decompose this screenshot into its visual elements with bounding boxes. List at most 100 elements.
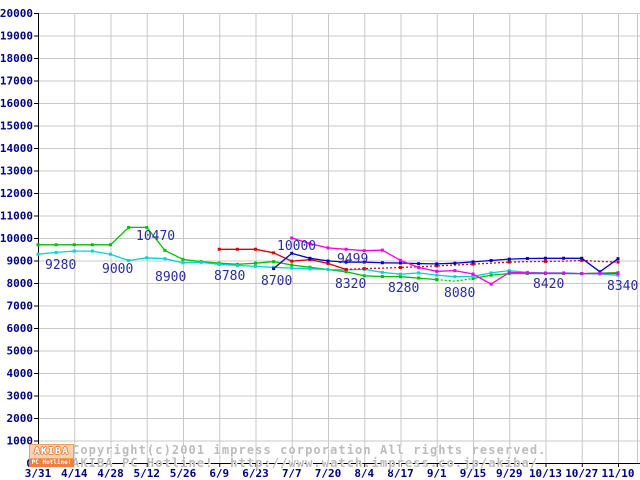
data-point-marker	[326, 268, 330, 271]
x-tick-label: 8/17	[387, 467, 414, 480]
x-tick-label: 7/7	[282, 467, 302, 480]
x-tick-label: 6/23	[242, 467, 269, 480]
data-point-marker	[235, 263, 239, 267]
data-point-marker	[72, 249, 76, 253]
y-tick-label: 6000	[7, 322, 34, 335]
data-point-marker	[290, 263, 294, 267]
x-tick-label: 10/27	[565, 467, 598, 480]
y-tick-label: 1000	[7, 435, 34, 448]
y-tick-label: 3000	[7, 390, 34, 403]
series-line	[436, 277, 474, 282]
data-point-marker	[344, 270, 348, 274]
data-point-marker	[344, 247, 348, 251]
data-point-marker	[290, 236, 294, 240]
x-tick-label: 10/13	[529, 467, 562, 480]
data-point-marker	[72, 243, 76, 247]
data-point-marker	[399, 272, 402, 276]
data-point-marker	[380, 274, 384, 278]
data-point-marker	[616, 273, 620, 277]
data-point-marker	[525, 256, 529, 260]
data-point-marker	[471, 274, 475, 278]
x-tick-label: 7/20	[315, 467, 342, 480]
data-point-marker	[217, 247, 221, 251]
data-point-marker	[507, 270, 511, 274]
akiba-logo: AKIBA PC Hotline!	[29, 444, 74, 467]
price-label: 10470	[136, 229, 175, 244]
y-tick-label: 11000	[0, 210, 33, 223]
data-point-marker	[254, 264, 257, 268]
data-point-marker	[435, 269, 439, 273]
data-point-marker	[290, 251, 294, 255]
data-point-marker	[562, 256, 566, 260]
data-point-marker	[326, 259, 330, 263]
data-point-marker	[616, 260, 620, 264]
data-point-marker	[199, 260, 203, 264]
data-point-marker	[417, 271, 421, 275]
data-point-marker	[163, 248, 167, 252]
y-tick-label: 18000	[0, 52, 33, 65]
y-tick-label: 19000	[0, 30, 33, 43]
data-point-marker	[525, 271, 529, 275]
data-point-marker	[380, 261, 384, 265]
data-point-marker	[507, 269, 511, 273]
data-point-marker	[127, 225, 131, 229]
data-point-marker	[453, 269, 457, 273]
price-label: 8340	[607, 279, 638, 294]
y-tick-label: 20000	[0, 7, 33, 20]
price-label: 8280	[388, 281, 419, 296]
x-tick-label: 8/4	[354, 467, 374, 480]
data-point-marker	[471, 262, 475, 266]
data-point-marker	[580, 259, 584, 262]
data-point-marker	[435, 264, 439, 268]
series-red	[217, 247, 620, 271]
price-label: 8700	[261, 274, 292, 289]
price-label: 9000	[102, 262, 133, 277]
data-point-marker	[272, 267, 276, 271]
y-tick-label: 2000	[7, 412, 34, 425]
data-point-marker	[109, 243, 112, 247]
y-tick-label: 17000	[0, 75, 33, 88]
data-point-marker	[308, 267, 312, 271]
price-label: 9280	[45, 258, 76, 273]
data-point-marker	[90, 249, 94, 253]
data-point-marker	[145, 225, 149, 229]
grid-lines	[38, 13, 640, 463]
y-tick-label: 12000	[0, 187, 33, 200]
price-label: 8080	[444, 286, 475, 301]
data-point-marker	[507, 260, 511, 264]
data-point-marker	[326, 246, 330, 250]
price-annotations: 9280 9000 10470 8900 8780 8700 10000 9499 8320 82…	[45, 229, 638, 301]
data-point-marker	[417, 276, 421, 280]
x-tick-label: 6/9	[209, 467, 229, 480]
series-blue	[272, 251, 620, 274]
x-tick-label: 3/31	[25, 467, 52, 480]
data-point-marker	[417, 262, 421, 266]
data-point-marker	[109, 252, 112, 256]
data-point-marker	[471, 272, 475, 276]
data-point-marker	[544, 271, 547, 275]
price-label: 8900	[155, 270, 186, 285]
data-point-marker	[471, 260, 475, 264]
x-tick-label: 9/15	[460, 467, 487, 480]
y-tick-label: 15000	[0, 120, 33, 133]
data-point-marker	[616, 272, 620, 276]
data-point-marker	[36, 252, 40, 256]
x-tick-label: 4/28	[97, 467, 124, 480]
data-point-marker	[54, 250, 58, 254]
y-axis-labels: 0100020003000400050006000700080009000100…	[0, 7, 33, 470]
data-point-marker	[362, 274, 366, 278]
akiba-logo-title: AKIBA	[29, 444, 74, 459]
data-point-marker	[453, 261, 457, 265]
y-tick-label: 14000	[0, 142, 33, 155]
data-point-marker	[435, 278, 439, 282]
price-label: 10000	[277, 239, 316, 254]
data-point-marker	[272, 251, 276, 255]
price-label: 8320	[335, 277, 366, 292]
data-point-marker	[417, 265, 421, 269]
y-tick-label: 10000	[0, 232, 33, 245]
y-tick-label: 8000	[7, 277, 34, 290]
data-point-marker	[544, 256, 547, 260]
series-line	[219, 248, 347, 271]
data-point-marker	[507, 257, 511, 261]
